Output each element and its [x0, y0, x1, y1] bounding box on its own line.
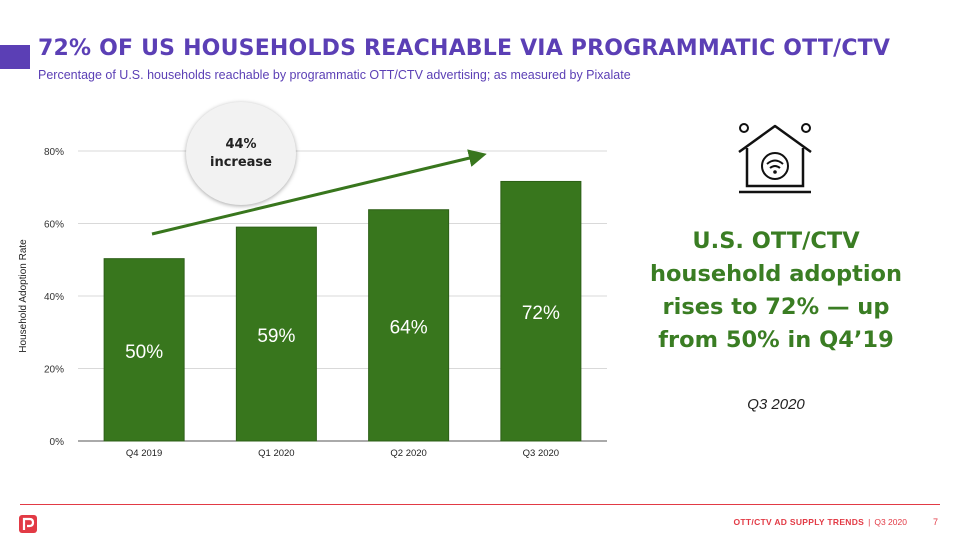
- footer-rule: [20, 504, 940, 505]
- bar-data-label: 59%: [257, 326, 295, 347]
- page-number: 7: [932, 517, 938, 527]
- title-accent-bar: [0, 45, 30, 69]
- callout-label: increase: [210, 154, 272, 170]
- period-label: Q3 2020: [747, 396, 805, 413]
- footer-period: Q3 2020: [874, 517, 907, 527]
- y-tick-label: 80%: [44, 147, 64, 158]
- y-tick-label: 60%: [44, 220, 64, 231]
- page-subtitle: Percentage of U.S. households reachable …: [38, 68, 631, 82]
- bar: [235, 226, 317, 442]
- bar: [368, 209, 450, 442]
- smart-home-wifi-icon: [738, 123, 812, 194]
- y-tick-label: 0%: [50, 437, 65, 448]
- callout-percent: 44%: [225, 136, 257, 152]
- adoption-headline: U.S. OTT/CTV household adoption rises to…: [649, 228, 903, 353]
- bar-data-label: 64%: [390, 317, 428, 338]
- x-tick-label: Q2 2020: [390, 448, 426, 459]
- bar: [500, 180, 582, 442]
- y-tick-label: 40%: [44, 292, 64, 303]
- bar: [103, 258, 185, 442]
- adoption-bar-chart: 0% 20% 40% 60% 80% Household Adoption Rate 50%…: [18, 147, 607, 459]
- footer-section: OTT/CTV AD SUPPLY TRENDS: [733, 517, 865, 527]
- y-axis-label: Household Adoption Rate: [18, 239, 29, 353]
- x-tick-label: Q1 2020: [258, 448, 294, 459]
- x-tick-label: Q3 2020: [523, 448, 559, 459]
- trend-arrow: [151, 149, 487, 236]
- page-title: 72% OF US HOUSEHOLDS REACHABLE VIA PROGR…: [38, 36, 891, 61]
- y-tick-label: 20%: [44, 365, 64, 376]
- bar-data-label: 50%: [125, 342, 163, 363]
- bar-data-label: 72%: [522, 303, 560, 324]
- footer-text: OTT/CTV AD SUPPLY TRENDS | Q3 2020 7: [734, 517, 938, 527]
- pixalate-logo: [19, 515, 37, 533]
- footer-separator: |: [868, 517, 871, 527]
- x-tick-label: Q4 2019: [126, 448, 162, 459]
- increase-callout: 44% increase: [186, 102, 296, 205]
